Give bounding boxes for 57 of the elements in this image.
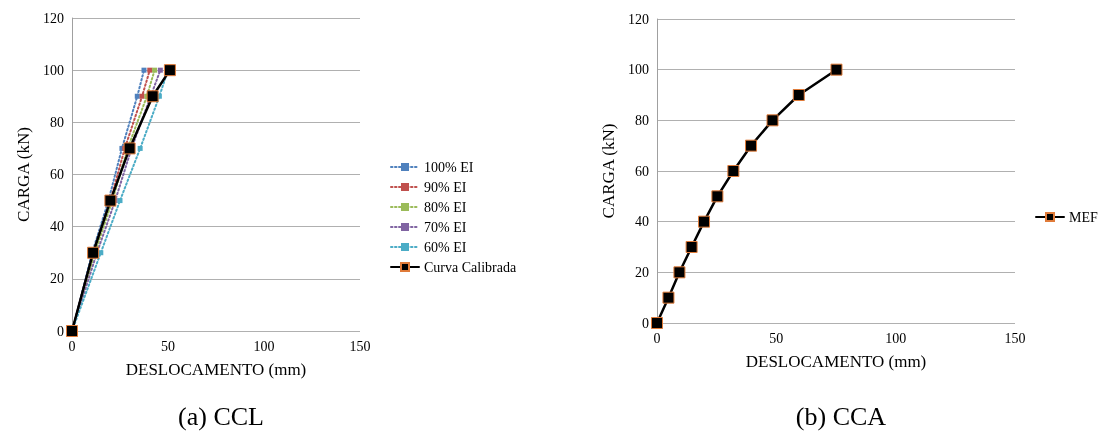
point: [163, 64, 176, 77]
y-tick-label: 0: [642, 315, 649, 331]
legend-label: 80% EI: [424, 199, 467, 215]
point: [137, 145, 143, 151]
y-axis-title: CARGA (kN): [599, 123, 618, 219]
point: [727, 165, 740, 177]
y-tick-label: 40: [635, 214, 649, 230]
point: [157, 67, 163, 73]
legend-label: 90% EI: [424, 179, 467, 195]
point: [651, 317, 663, 329]
x-tick-label: 50: [769, 330, 784, 346]
x-tick-label: 150: [1004, 330, 1026, 346]
y-tick-label: 80: [50, 114, 64, 130]
point: [766, 114, 779, 127]
x-tick-label: 50: [161, 338, 175, 354]
point: [698, 215, 711, 228]
point: [673, 266, 686, 279]
y-tick-label: 60: [50, 167, 64, 182]
point: [141, 67, 147, 73]
point: [711, 190, 724, 203]
legend-label: Curva Calibrada: [424, 259, 517, 275]
point: [662, 291, 675, 304]
x-tick-label: 100: [253, 338, 275, 354]
y-tick-label: 20: [50, 271, 64, 287]
y-axis-title: CARGA (kN): [14, 127, 33, 222]
y-tick-label: 100: [43, 62, 64, 78]
text: (a) CCL: [178, 401, 264, 431]
point: [830, 63, 843, 76]
x-tick-label: 0: [68, 338, 76, 354]
point: [146, 90, 159, 103]
point: [147, 67, 153, 73]
x-tick-label: 100: [885, 330, 907, 346]
point: [104, 194, 117, 207]
y-tick-label: 100: [628, 62, 649, 78]
text: (b) CCA: [795, 401, 887, 431]
point: [134, 93, 140, 99]
legend-label: 100% EI: [424, 159, 474, 175]
y-tick-label: 40: [50, 219, 64, 235]
legend-label: 60% EI: [424, 239, 467, 255]
legend-label: MEF: [1069, 209, 1098, 225]
y-tick-label: 20: [635, 264, 649, 280]
x-tick-label: 150: [349, 338, 371, 354]
y-tick-label: 80: [635, 112, 649, 128]
x-axis-title: DESLOCAMENTO (mm): [745, 352, 927, 371]
point: [117, 198, 123, 204]
y-tick-label: 60: [635, 163, 649, 179]
x-axis-title: DESLOCAMENTO (mm): [125, 360, 307, 379]
point: [745, 139, 758, 152]
point: [123, 142, 136, 155]
x-tick-label: 0: [653, 330, 661, 346]
point: [152, 67, 158, 73]
point: [87, 246, 100, 259]
point: [792, 89, 805, 101]
point: [685, 241, 698, 253]
y-tick-label: 120: [43, 10, 64, 26]
legend-label: 70% EI: [424, 219, 467, 235]
y-tick-label: 120: [628, 11, 649, 27]
